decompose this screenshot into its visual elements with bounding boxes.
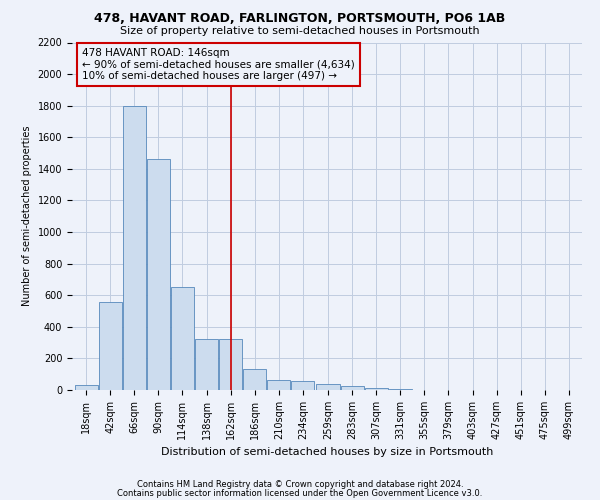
X-axis label: Distribution of semi-detached houses by size in Portsmouth: Distribution of semi-detached houses by … [161,448,493,458]
Bar [243,370,266,390]
Bar [292,382,314,390]
Bar [219,340,242,390]
Text: Contains public sector information licensed under the Open Government Licence v3: Contains public sector information licen… [118,488,482,498]
Text: 478 HAVANT ROAD: 146sqm
← 90% of semi-detached houses are smaller (4,634)
10% of: 478 HAVANT ROAD: 146sqm ← 90% of semi-de… [82,48,355,81]
Text: Size of property relative to semi-detached houses in Portsmouth: Size of property relative to semi-detach… [120,26,480,36]
Bar [74,386,98,390]
Bar [365,388,388,390]
Text: Contains HM Land Registry data © Crown copyright and database right 2024.: Contains HM Land Registry data © Crown c… [137,480,463,489]
Bar [267,380,290,390]
Text: 478, HAVANT ROAD, FARLINGTON, PORTSMOUTH, PO6 1AB: 478, HAVANT ROAD, FARLINGTON, PORTSMOUTH… [94,12,506,26]
Bar [171,288,194,390]
Bar [389,388,412,390]
Bar [98,302,122,390]
Bar [341,386,364,390]
Bar [147,160,170,390]
Bar [122,106,146,390]
Bar [195,340,218,390]
Y-axis label: Number of semi-detached properties: Number of semi-detached properties [22,126,32,306]
Bar [316,384,340,390]
